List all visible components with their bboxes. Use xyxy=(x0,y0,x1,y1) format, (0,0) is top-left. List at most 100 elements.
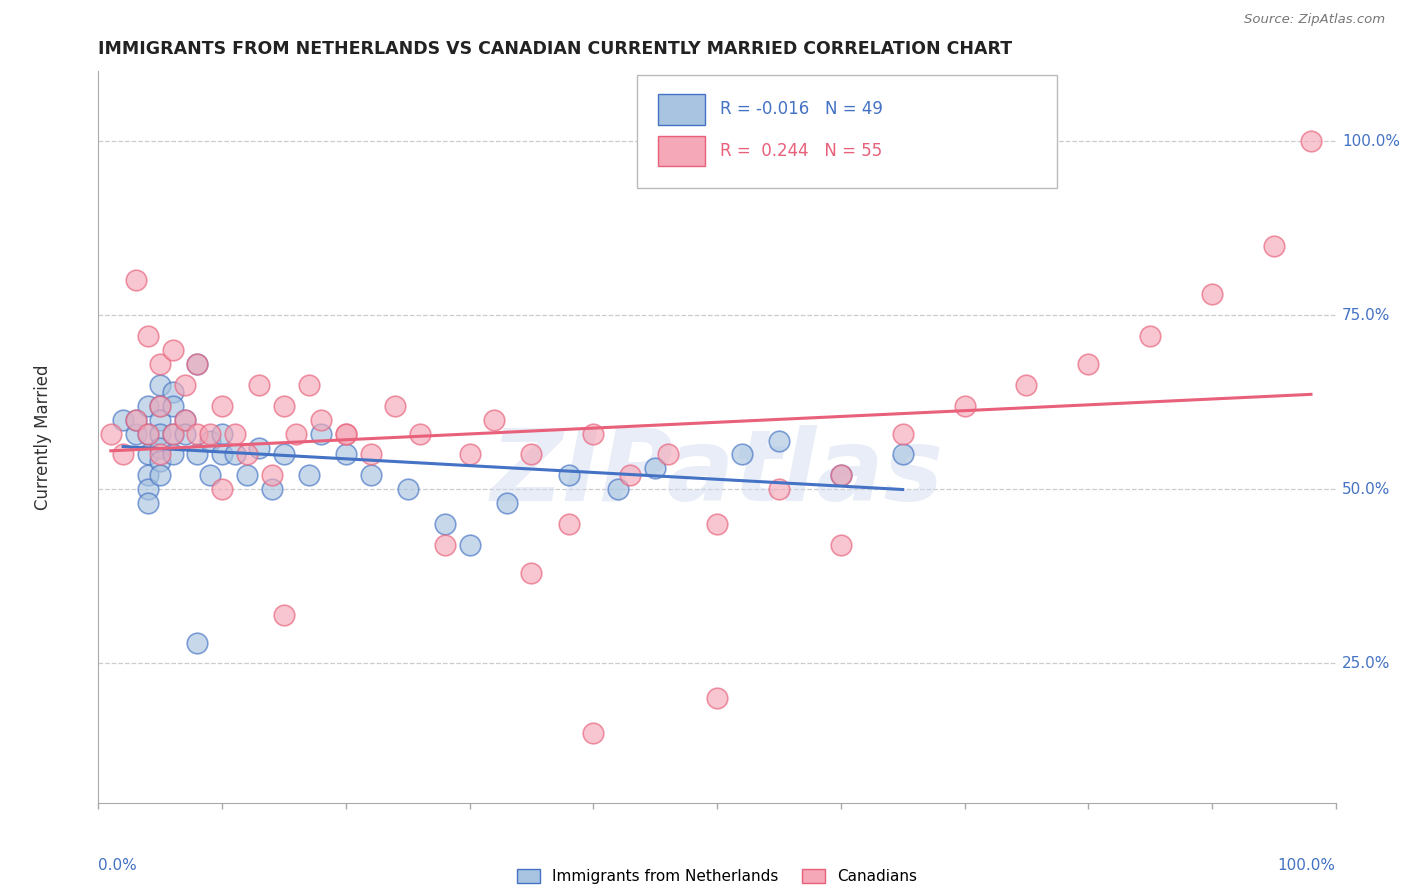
Point xyxy=(149,468,172,483)
Point xyxy=(360,448,382,462)
Point xyxy=(186,635,208,649)
Point xyxy=(1263,238,1285,252)
Point xyxy=(335,448,357,462)
Point xyxy=(768,434,790,448)
Point xyxy=(149,377,172,392)
Point xyxy=(830,468,852,483)
Point xyxy=(433,517,456,532)
Point xyxy=(198,426,221,441)
Point xyxy=(273,607,295,622)
Point xyxy=(484,412,506,426)
Point xyxy=(124,412,146,426)
Point xyxy=(731,448,754,462)
Point xyxy=(309,412,332,426)
Point xyxy=(162,426,184,441)
Point xyxy=(1201,287,1223,301)
Point xyxy=(607,483,630,497)
Point xyxy=(236,468,259,483)
Point xyxy=(495,496,517,510)
Point xyxy=(582,726,605,740)
Point xyxy=(112,448,135,462)
Point xyxy=(124,412,146,426)
Point xyxy=(768,483,790,497)
Point xyxy=(136,483,159,497)
Point xyxy=(112,412,135,426)
Point xyxy=(186,357,208,371)
Point xyxy=(211,448,233,462)
Point xyxy=(198,434,221,448)
Point xyxy=(136,448,159,462)
Point xyxy=(1015,377,1038,392)
Point xyxy=(124,273,146,287)
Point xyxy=(335,426,357,441)
FancyBboxPatch shape xyxy=(658,94,704,125)
Text: ZIPatlas: ZIPatlas xyxy=(491,425,943,522)
Point xyxy=(657,448,679,462)
Point xyxy=(247,441,270,455)
Point xyxy=(211,399,233,413)
Point xyxy=(149,412,172,426)
Text: R = -0.016   N = 49: R = -0.016 N = 49 xyxy=(720,101,883,119)
Text: 75.0%: 75.0% xyxy=(1341,308,1391,323)
Point xyxy=(136,329,159,343)
Point xyxy=(891,448,914,462)
Point xyxy=(174,377,197,392)
Point xyxy=(247,377,270,392)
Point xyxy=(360,468,382,483)
Point xyxy=(136,399,159,413)
Point xyxy=(162,448,184,462)
Point xyxy=(335,426,357,441)
Point xyxy=(211,426,233,441)
Point xyxy=(706,517,728,532)
Point xyxy=(174,426,197,441)
Point xyxy=(149,448,172,462)
Text: Currently Married: Currently Married xyxy=(34,364,52,510)
Point xyxy=(224,426,246,441)
Text: 50.0%: 50.0% xyxy=(1341,482,1391,497)
Point xyxy=(298,377,321,392)
Point xyxy=(149,357,172,371)
Text: R =  0.244   N = 55: R = 0.244 N = 55 xyxy=(720,142,882,160)
Point xyxy=(458,538,481,552)
Point xyxy=(198,468,221,483)
Point xyxy=(520,566,543,580)
Point xyxy=(520,448,543,462)
Point xyxy=(149,441,172,455)
Point xyxy=(433,538,456,552)
Point xyxy=(830,538,852,552)
Point xyxy=(298,468,321,483)
Point xyxy=(186,357,208,371)
Point xyxy=(124,426,146,441)
Point xyxy=(458,448,481,462)
Text: 25.0%: 25.0% xyxy=(1341,656,1391,671)
Point xyxy=(582,426,605,441)
Text: Source: ZipAtlas.com: Source: ZipAtlas.com xyxy=(1244,13,1385,27)
Point xyxy=(644,461,666,475)
Point xyxy=(830,468,852,483)
Point xyxy=(149,399,172,413)
Text: 100.0%: 100.0% xyxy=(1278,858,1336,872)
Point xyxy=(136,496,159,510)
Point xyxy=(1139,329,1161,343)
FancyBboxPatch shape xyxy=(637,75,1057,188)
Point xyxy=(149,454,172,468)
Text: 100.0%: 100.0% xyxy=(1341,134,1400,149)
Point xyxy=(260,468,283,483)
Point xyxy=(891,426,914,441)
Point xyxy=(211,483,233,497)
Point xyxy=(224,448,246,462)
Point xyxy=(953,399,976,413)
Point xyxy=(162,399,184,413)
Point xyxy=(186,426,208,441)
Point xyxy=(100,426,122,441)
Text: IMMIGRANTS FROM NETHERLANDS VS CANADIAN CURRENTLY MARRIED CORRELATION CHART: IMMIGRANTS FROM NETHERLANDS VS CANADIAN … xyxy=(98,40,1012,58)
Point xyxy=(557,468,579,483)
Point xyxy=(619,468,641,483)
Point xyxy=(186,448,208,462)
Point xyxy=(136,426,159,441)
Point xyxy=(236,448,259,462)
Point xyxy=(149,426,172,441)
Point xyxy=(162,426,184,441)
Point xyxy=(273,399,295,413)
Point xyxy=(273,448,295,462)
